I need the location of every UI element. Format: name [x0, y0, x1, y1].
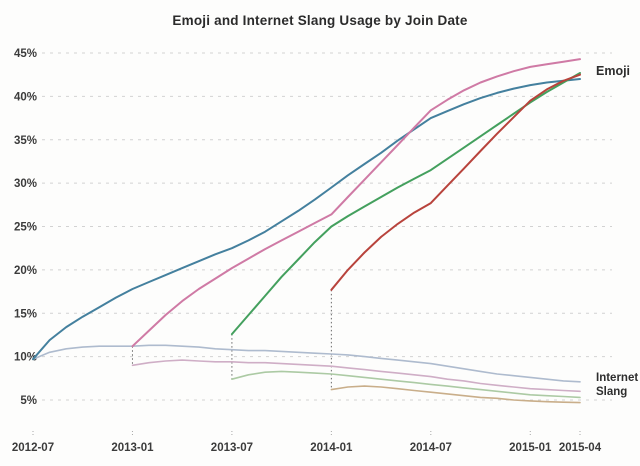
line-slang-joined-2014-01	[330, 385, 581, 404]
x-axis-tick-label: 2015-01	[509, 442, 552, 454]
x-axis-tick-label: 2012-07	[12, 442, 54, 454]
x-axis-tick-label: 2013-01	[111, 442, 154, 454]
y-axis-tick-label: 45%	[14, 48, 37, 60]
line-slang-joined-2013-01	[131, 359, 581, 393]
y-axis-tick-label: 5%	[20, 395, 37, 407]
line-emoji-joined-2014-01	[330, 73, 581, 291]
y-axis-tick-label: 10%	[14, 352, 37, 364]
x-axis-tick-label: 2013-07	[211, 442, 253, 454]
chart-title: Emoji and Internet Slang Usage by Join D…	[172, 13, 468, 28]
x-axis-tick-label: 2015-04	[559, 442, 602, 454]
internet-slang-series-label: Internet Slang	[596, 372, 639, 398]
line-emoji-joined-2013-01	[131, 58, 581, 348]
x-axis-tick-label: 2014-07	[410, 442, 452, 454]
y-axis-tick-label: 25%	[14, 222, 37, 234]
line-slang-joined-2013-07	[231, 370, 581, 399]
line-emoji-joined-2012-07	[32, 78, 581, 361]
y-axis-tick-label: 20%	[14, 265, 37, 277]
y-axis-tick-label: 40%	[14, 91, 37, 103]
y-axis-tick-label: 35%	[14, 135, 37, 147]
line-emoji-joined-2013-07	[230, 72, 581, 336]
x-axis-tick-label: 2014-01	[310, 442, 353, 454]
emoji-series-label: Emoji	[596, 64, 631, 78]
line-slang-joined-2012-07	[32, 344, 581, 383]
y-axis-tick-label: 15%	[14, 308, 37, 320]
y-axis-tick-label: 30%	[14, 178, 37, 190]
